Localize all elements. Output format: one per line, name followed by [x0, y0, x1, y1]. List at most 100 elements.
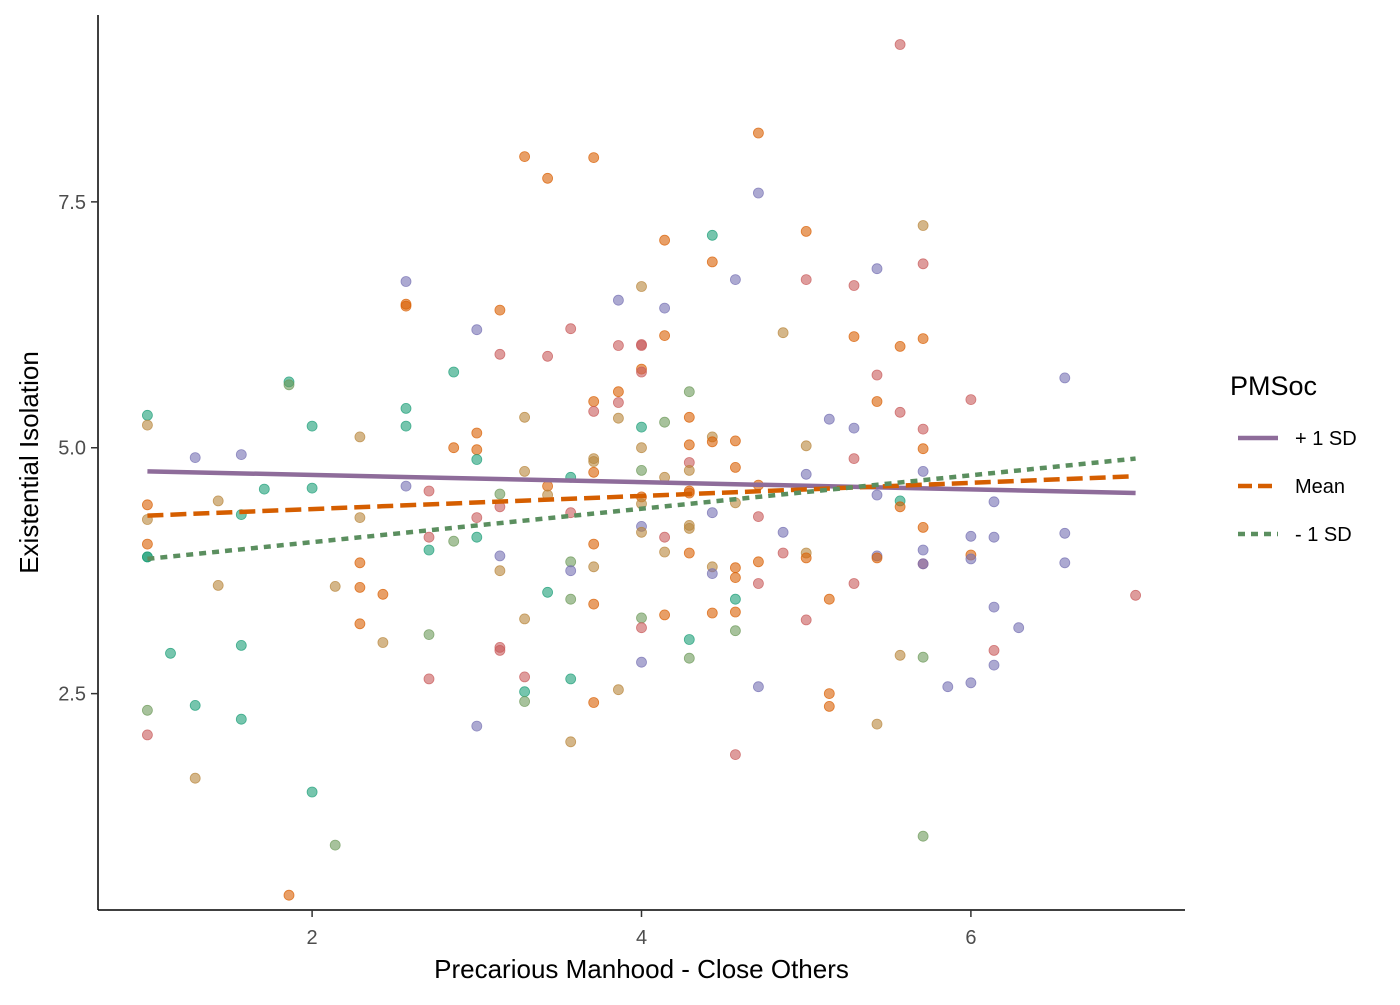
data-point [423, 673, 435, 685]
data-point [588, 456, 600, 467]
data-point [636, 442, 647, 454]
data-point [753, 556, 764, 568]
data-point [636, 366, 647, 378]
data-point [871, 369, 883, 381]
data-point [542, 586, 553, 598]
data-point [588, 598, 600, 610]
data-point [494, 488, 506, 500]
data-point [1059, 557, 1071, 569]
series-line-1 [147, 469, 1136, 496]
legend: PMSoc + 1 SD Mean - 1 SD [1230, 371, 1357, 546]
data-point [706, 256, 718, 268]
data-point [636, 656, 647, 668]
data-point [494, 565, 506, 577]
data-point [471, 444, 483, 456]
data-point [613, 386, 624, 398]
regression-lines [147, 456, 1136, 562]
data-point [917, 423, 929, 435]
data-point [965, 677, 977, 689]
data-point [848, 453, 860, 465]
data-point [659, 302, 670, 314]
data-point [141, 704, 153, 716]
data-point [519, 671, 530, 683]
data-point [871, 489, 883, 501]
legend-title: PMSoc [1230, 371, 1317, 401]
data-point [848, 280, 860, 291]
data-point [423, 629, 435, 640]
data-point [988, 645, 1000, 656]
data-point [636, 464, 647, 476]
data-point [306, 482, 318, 494]
data-point [988, 601, 1000, 613]
data-point [519, 696, 530, 707]
data-point [753, 511, 764, 522]
series-line-2 [147, 474, 1136, 518]
data-point [494, 550, 506, 562]
data-point [917, 258, 929, 270]
data-point [917, 443, 929, 455]
data-point [871, 718, 883, 730]
data-point [588, 405, 600, 417]
data-point [800, 614, 812, 626]
data-point [753, 681, 764, 693]
data-point [730, 625, 741, 637]
x-axis-title: Precarious Manhood - Close Others [434, 954, 849, 984]
data-point [354, 557, 366, 569]
data-point [329, 581, 341, 592]
data-point [400, 480, 412, 492]
data-point [730, 606, 741, 618]
data-point [494, 304, 506, 316]
data-point [613, 397, 624, 408]
data-point [659, 234, 670, 246]
data-point [565, 556, 577, 568]
data-point [354, 431, 366, 443]
data-point [471, 512, 483, 523]
data-point [283, 379, 295, 391]
data-point [988, 531, 1000, 543]
data-point [613, 684, 624, 696]
data-point [871, 396, 883, 407]
data-point [565, 507, 577, 519]
data-point [306, 420, 318, 432]
data-point [894, 406, 906, 418]
data-point [519, 411, 530, 423]
data-point [613, 412, 624, 424]
data-point [636, 421, 647, 433]
legend-label-1: + 1 SD [1295, 428, 1357, 450]
data-point [423, 485, 435, 497]
data-point [400, 402, 412, 414]
ticks: 2 4 6 2.5 5.0 7.5 [58, 192, 976, 949]
data-point [542, 172, 553, 184]
data-point [730, 593, 741, 605]
data-point [448, 442, 460, 454]
data-point [659, 531, 670, 543]
data-point [706, 436, 718, 448]
data-point [917, 558, 929, 570]
data-point [753, 187, 764, 199]
data-point [141, 409, 153, 421]
data-point [636, 526, 647, 538]
y-axis-title: Existential Isolation [14, 351, 44, 574]
data-point [800, 468, 812, 480]
data-point [683, 386, 695, 398]
data-point [471, 531, 483, 543]
data-point [917, 544, 929, 556]
data-point [917, 651, 929, 663]
data-point [659, 416, 670, 428]
data-point [377, 588, 389, 600]
data-point [706, 507, 718, 519]
data-point [706, 229, 718, 241]
data-point [636, 281, 647, 292]
data-point [730, 749, 741, 760]
data-point [1059, 527, 1071, 539]
data-point [683, 439, 695, 451]
legend-entries: + 1 SD Mean - 1 SD [1238, 428, 1357, 546]
data-point [519, 613, 530, 625]
data-point [542, 350, 553, 362]
data-point [823, 688, 835, 699]
data-point [730, 274, 741, 286]
data-point [848, 578, 860, 589]
data-point [471, 324, 483, 336]
data-point [800, 552, 812, 564]
data-point [683, 411, 695, 423]
